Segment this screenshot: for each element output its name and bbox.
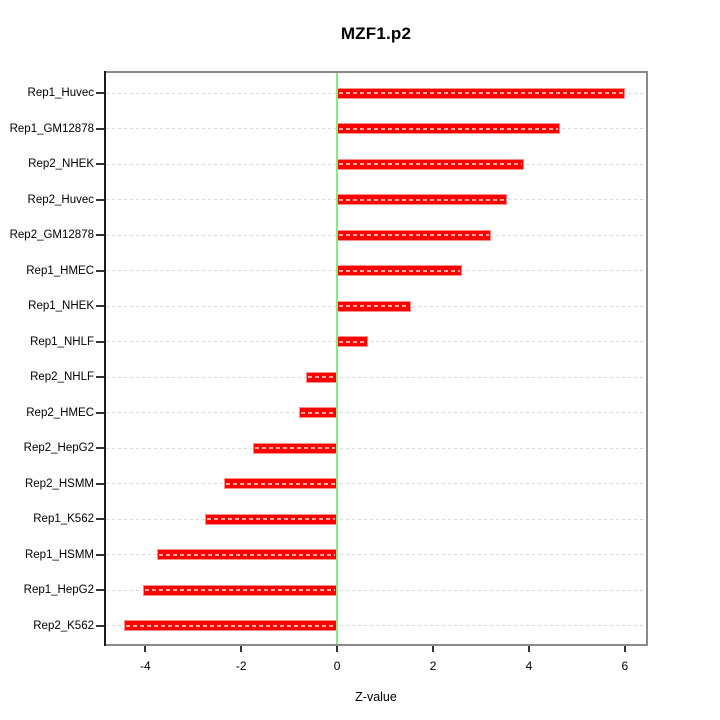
x-axis-tick [432, 646, 435, 652]
x-axis-tick [240, 646, 243, 652]
bar [253, 442, 338, 454]
x-axis-tick [527, 646, 530, 652]
bar-gridline-overlay [339, 198, 506, 201]
y-axis-tick [96, 589, 104, 591]
bar-gridline-overlay [300, 411, 336, 414]
bar-gridline-overlay [125, 624, 336, 627]
x-axis-tick [144, 646, 147, 652]
y-axis-label: Rep2_NHEK [28, 158, 94, 170]
grid-line [106, 518, 646, 520]
y-axis-label: Rep1_HepG2 [23, 584, 94, 596]
bar-gridline-overlay [339, 127, 559, 130]
y-axis-tick [96, 305, 104, 307]
grid-line [106, 341, 646, 342]
y-axis-label: Rep2_HSMM [24, 477, 94, 490]
bar [157, 549, 338, 560]
bar-gridline-overlay [307, 376, 336, 378]
plot-area [104, 71, 648, 646]
bar [337, 158, 525, 170]
bar [337, 194, 508, 205]
zero-reference-line [336, 73, 339, 644]
bar [337, 229, 491, 241]
y-axis-label: Rep2_HepG2 [23, 442, 94, 454]
bar-gridline-overlay [339, 92, 623, 94]
bar-gridline-overlay [339, 305, 410, 307]
grid-line [106, 625, 646, 626]
y-axis-label: Rep1_GM12878 [9, 122, 94, 135]
chart-title: MZF1.p2 [340, 24, 412, 43]
y-axis-tick [96, 624, 104, 627]
x-axis-tick-label: -2 [235, 659, 247, 673]
grid-line [106, 376, 646, 378]
bar-gridline-overlay [339, 163, 523, 165]
y-axis-label: Rep1_K562 [33, 513, 94, 525]
y-axis-tick [96, 411, 104, 414]
x-axis-tick-label: -4 [139, 659, 151, 673]
y-axis-tick [96, 482, 104, 485]
x-axis-tick-label: 2 [429, 659, 437, 673]
y-axis-label: Rep2_GM12878 [9, 229, 94, 241]
y-axis-label: Rep1_HSMM [24, 548, 94, 561]
y-axis-label: Rep1_Huvec [27, 87, 94, 99]
y-axis-tick [96, 92, 104, 94]
bar [305, 371, 338, 383]
bar [205, 513, 338, 525]
x-axis-title: Z-value [355, 690, 397, 704]
bar-gridline-overlay [159, 553, 336, 556]
x-axis-tick [623, 646, 626, 652]
y-axis-tick [96, 269, 104, 272]
bar-gridline-overlay [144, 589, 336, 591]
bar [337, 87, 625, 99]
x-axis-tick [336, 646, 339, 652]
y-axis-label: Rep1_NHLF [30, 335, 94, 348]
bar-gridline-overlay [339, 234, 489, 236]
y-axis-label: Rep2_K562 [33, 619, 94, 632]
y-axis-label: Rep2_Huvec [27, 193, 94, 206]
bar [337, 265, 462, 276]
grid-line [106, 412, 646, 413]
y-axis-tick [96, 340, 104, 343]
y-axis-tick [96, 553, 104, 556]
y-axis-tick [96, 447, 104, 449]
bar-gridline-overlay [339, 269, 460, 272]
x-axis-tick-label: 0 [333, 659, 341, 673]
grid-line [106, 554, 646, 555]
bar [224, 478, 338, 489]
bar-gridline-overlay [226, 482, 336, 485]
y-axis-line [104, 71, 106, 646]
bar [123, 620, 338, 631]
x-axis-tick-label: 4 [525, 659, 533, 673]
bar [142, 584, 338, 596]
grid-line [106, 447, 646, 449]
y-axis-tick [96, 234, 104, 236]
bar-gridline-overlay [339, 340, 367, 343]
y-axis-tick [96, 198, 104, 201]
y-axis-label: Rep1_NHEK [28, 300, 94, 312]
bar [298, 407, 338, 418]
y-axis-tick [96, 163, 104, 165]
bar-gridline-overlay [255, 447, 336, 449]
y-axis-label: Rep1_HMEC [26, 264, 94, 277]
x-axis-tick-label: 6 [621, 659, 629, 673]
bar [337, 300, 412, 312]
y-axis-tick [96, 376, 104, 378]
y-axis-tick [96, 127, 104, 130]
bar-gridline-overlay [207, 518, 336, 520]
bar [337, 336, 369, 347]
y-axis-tick [96, 518, 104, 520]
y-axis-label: Rep2_HMEC [26, 406, 94, 419]
grid-line [106, 483, 646, 484]
grid-line [106, 589, 646, 591]
bar [337, 123, 561, 134]
y-axis-label: Rep2_NHLF [30, 371, 94, 383]
